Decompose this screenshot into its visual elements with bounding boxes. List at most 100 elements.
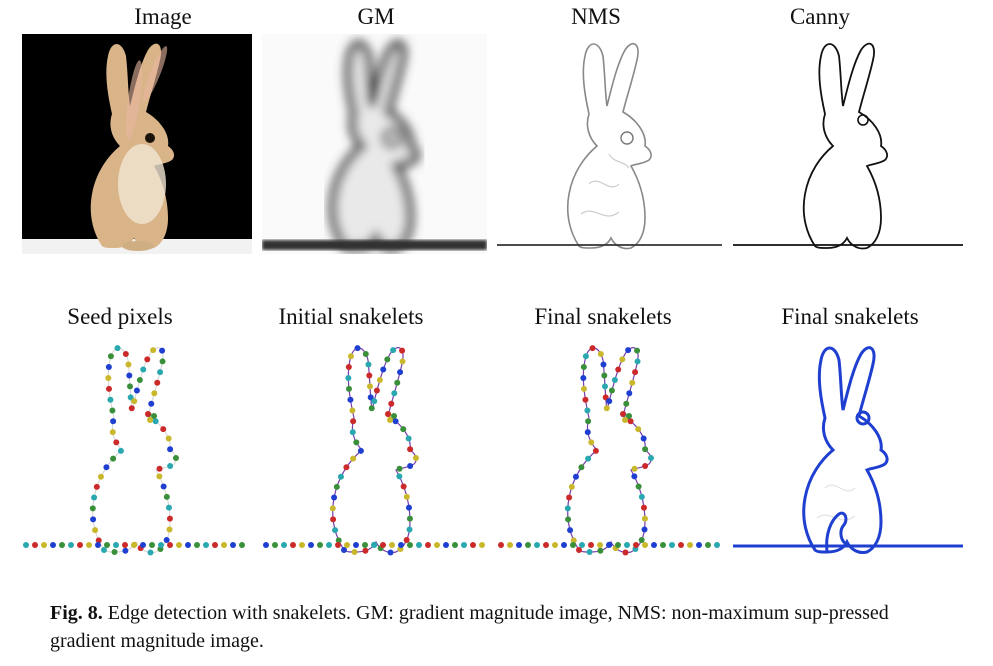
ground-dot <box>705 542 711 548</box>
initial-snakelets-panel <box>262 338 492 560</box>
ground-dot <box>642 542 648 548</box>
contour-dot <box>107 353 114 360</box>
contour-dot <box>165 435 172 442</box>
contour-dot <box>160 483 167 490</box>
ground-dot <box>326 542 332 548</box>
contour-dot <box>384 356 391 363</box>
contour-dot <box>91 494 98 501</box>
contour-dot <box>405 504 412 511</box>
contour-dot <box>341 547 347 553</box>
contour-dot <box>92 527 99 534</box>
ground-dot <box>194 542 200 548</box>
contour-dot <box>642 446 649 453</box>
ground-dot <box>149 542 155 548</box>
ground-dot <box>570 542 576 548</box>
contour-dot <box>570 537 577 544</box>
contour-dot <box>136 376 143 383</box>
ground-dot <box>389 542 395 548</box>
ground-dot <box>77 542 83 548</box>
contour-dot <box>623 400 630 407</box>
contour-dot <box>603 405 610 412</box>
title-final-snakelets-2: Final snakelets <box>781 304 919 329</box>
contour-dot <box>407 446 414 453</box>
contour-dot <box>366 372 373 379</box>
contour-dot <box>641 515 648 522</box>
contour-dot <box>631 473 638 480</box>
contour-dot <box>566 494 573 501</box>
contour-dot <box>608 387 615 394</box>
contour-dot <box>371 398 378 405</box>
ground-dot <box>651 542 657 548</box>
ground-dot <box>461 542 467 548</box>
contour-dot <box>114 345 121 352</box>
ground-dot <box>140 542 146 548</box>
contour-dot <box>151 390 158 397</box>
ground-dot <box>669 542 675 548</box>
contour-dot <box>396 465 403 472</box>
contour-dot <box>160 426 167 433</box>
gm-panel <box>262 34 487 254</box>
ground-dot <box>443 542 449 548</box>
ground-dot <box>131 542 137 548</box>
ground-dot <box>380 542 386 548</box>
contour-dot <box>641 526 648 533</box>
contour-dot <box>392 418 399 425</box>
eye-dot <box>622 417 628 423</box>
ground-dot <box>660 542 666 548</box>
title-final-snakelets-1: Final snakelets <box>534 304 672 329</box>
ground-dot <box>498 542 504 548</box>
ground-dot <box>353 542 359 548</box>
contour-dot <box>144 356 151 363</box>
contour-dot <box>357 447 364 454</box>
ground-dot <box>543 542 549 548</box>
title-initial-snakelets: Initial snakelets <box>278 304 424 329</box>
contour-dot <box>343 464 350 471</box>
contour-dot <box>157 369 164 376</box>
ground-dot <box>41 542 47 548</box>
contour-dot <box>172 454 179 461</box>
contour-dot <box>367 394 374 401</box>
ground-dot <box>167 542 173 548</box>
contour-dot <box>568 483 575 490</box>
ground-dot <box>552 542 558 548</box>
contour-dot <box>611 376 618 383</box>
ground-dot <box>290 542 296 548</box>
contour-dot <box>345 374 352 381</box>
contour-dot <box>105 364 112 371</box>
contour-dot <box>126 383 133 390</box>
ground-dot <box>398 542 404 548</box>
contour-dot <box>412 454 419 461</box>
contour-dot <box>400 426 407 433</box>
contour-dot <box>635 483 642 490</box>
final-snakelets-panel <box>497 338 727 560</box>
nms-panel <box>497 34 722 254</box>
ground-dot <box>714 542 720 548</box>
contour-dot <box>329 505 336 512</box>
contour-dot <box>368 405 375 412</box>
contour-dot <box>354 345 361 352</box>
contour-dot <box>597 350 604 357</box>
ground-dot <box>86 542 92 548</box>
contour-dot <box>396 473 403 480</box>
ground-dot <box>588 542 594 548</box>
contour-dot <box>399 347 406 354</box>
contour-dot <box>387 549 394 556</box>
final-snakelets-blue-panel <box>733 338 963 560</box>
ground-dot <box>95 542 101 548</box>
ground-dot <box>59 542 65 548</box>
contour-dot <box>107 396 114 403</box>
contour-dot <box>635 426 642 433</box>
contour-dot <box>600 361 607 368</box>
ground-dot <box>308 542 314 548</box>
eye-dot <box>620 411 626 417</box>
ground-dot <box>50 542 56 548</box>
contour-dot <box>345 385 352 392</box>
ground-dot <box>687 542 693 548</box>
contour-dot <box>90 516 97 523</box>
contour-dot <box>156 473 163 480</box>
ground-dot <box>615 542 621 548</box>
ground-dot <box>344 542 350 548</box>
contour-dot <box>150 347 157 354</box>
eye-dot <box>391 413 397 419</box>
ground-dot <box>176 542 182 548</box>
